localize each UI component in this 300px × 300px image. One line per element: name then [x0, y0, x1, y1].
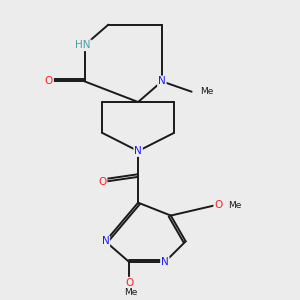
Text: HN: HN	[75, 40, 91, 50]
Text: Me: Me	[228, 201, 242, 210]
Text: Me: Me	[200, 87, 213, 96]
Text: O: O	[214, 200, 223, 210]
Text: O: O	[45, 76, 53, 86]
Text: N: N	[134, 146, 142, 156]
Text: N: N	[158, 76, 166, 86]
Text: N: N	[161, 257, 169, 267]
Text: O: O	[125, 278, 133, 288]
Text: N: N	[101, 236, 109, 246]
Text: Me: Me	[124, 289, 137, 298]
Text: O: O	[98, 177, 106, 187]
